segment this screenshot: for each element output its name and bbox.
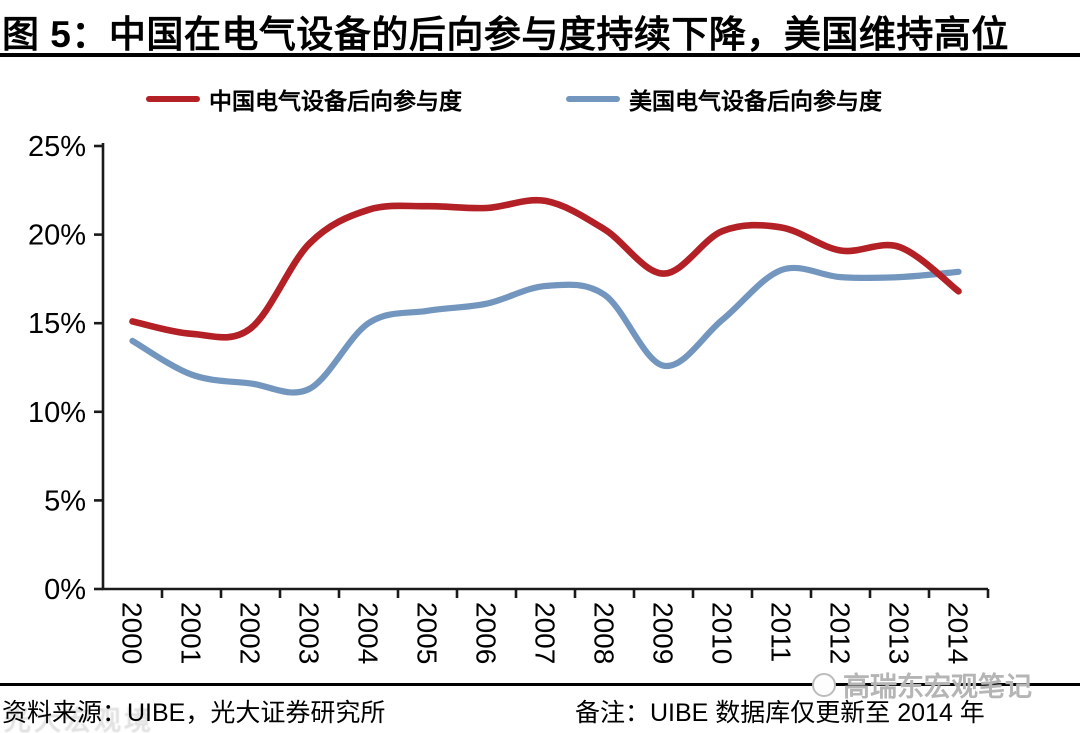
x-tick-label: 2010 xyxy=(707,602,738,664)
x-tick-label: 2009 xyxy=(648,602,679,664)
chart-legend: 中国电气设备后向参与度 美国电气设备后向参与度 xyxy=(0,82,1054,116)
china-series-line xyxy=(129,196,962,341)
wechat-watermark: 高瑞东宏观笔记 xyxy=(812,665,1032,704)
legend-label-china: 中国电气设备后向参与度 xyxy=(209,88,462,114)
x-tick-label: 2011 xyxy=(766,602,797,662)
axes xyxy=(101,143,988,591)
x-tick-label: 2001 xyxy=(176,602,207,664)
figure-title: 图 5：中国在电气设备的后向参与度持续下降，美国维持高位 xyxy=(2,14,1009,55)
footer-divider xyxy=(0,683,1080,686)
x-tick-label: 2007 xyxy=(530,602,561,664)
x-tick-label: 2008 xyxy=(589,602,620,664)
y-tick-label: 0% xyxy=(44,574,86,606)
us-series-line xyxy=(129,264,962,396)
y-tick-label: 5% xyxy=(44,485,86,517)
us-line-swatch xyxy=(566,96,620,102)
wechat-logo-icon xyxy=(812,672,836,697)
x-tick-label: 2005 xyxy=(412,602,443,664)
x-tick-label: 2013 xyxy=(884,602,915,664)
china-line-swatch xyxy=(146,96,200,102)
x-tick-label: 2003 xyxy=(294,602,325,664)
y-tick-label: 20% xyxy=(28,220,86,252)
x-tick-label: 2002 xyxy=(235,602,266,664)
x-tick-label: 2004 xyxy=(353,602,384,664)
title-divider xyxy=(0,53,1080,57)
watermark-left: 光大宏观境 xyxy=(4,706,154,733)
note-text: 备注：UIBE 数据库仅更新至 2014 年 xyxy=(575,699,985,727)
legend-item-china: 中国电气设备后向参与度 xyxy=(146,82,462,116)
x-tick-label: 2006 xyxy=(471,602,502,664)
x-tick-label: 2012 xyxy=(825,602,856,664)
y-tick-label: 10% xyxy=(28,397,86,429)
legend-item-us: 美国电气设备后向参与度 xyxy=(566,82,882,116)
legend-label-us: 美国电气设备后向参与度 xyxy=(629,88,882,114)
wechat-watermark-label: 高瑞东宏观笔记 xyxy=(843,672,1032,702)
x-tick-label: 2000 xyxy=(117,602,148,664)
x-tick-label: 2014 xyxy=(943,602,974,664)
y-tick-label: 15% xyxy=(28,308,86,340)
y-tick-label: 25% xyxy=(28,131,86,163)
source-text: 资料来源：UIBE，光大证券研究所 xyxy=(2,699,386,727)
